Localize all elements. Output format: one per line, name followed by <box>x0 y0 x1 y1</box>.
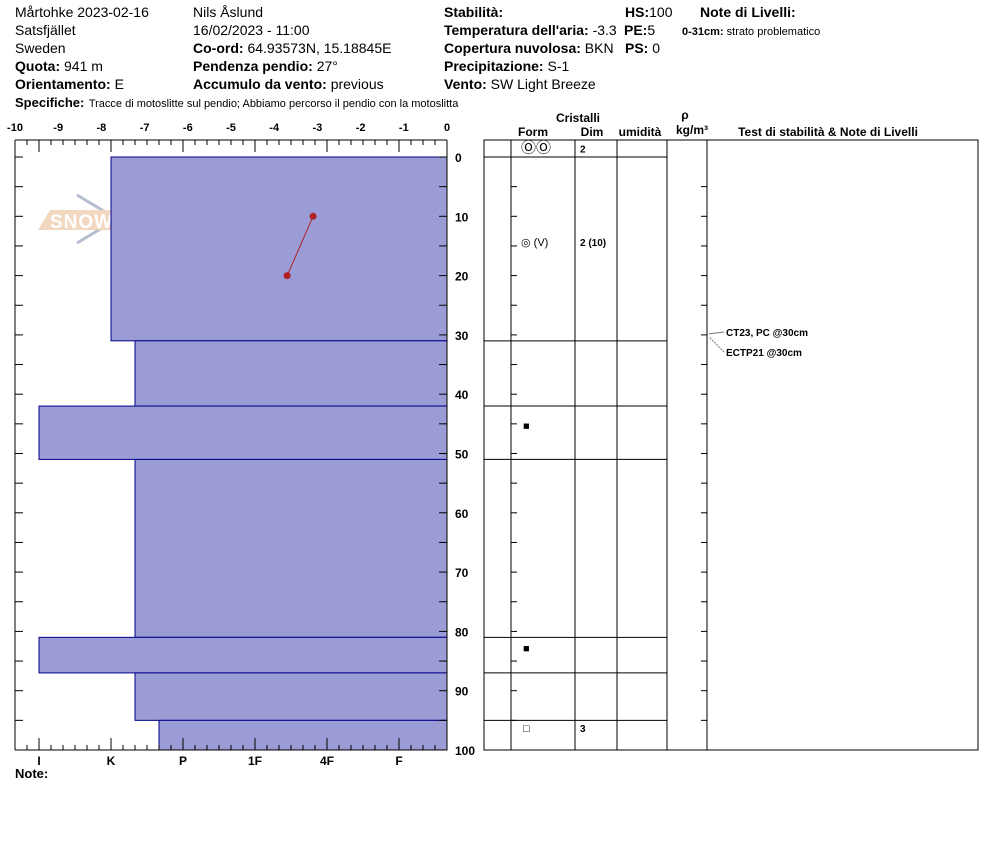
hardness-label-I: I <box>37 754 40 768</box>
grain-size-6: 3 <box>580 724 586 735</box>
temp-label: -1 <box>399 122 409 134</box>
hardness-temperature-chart: I K P 1F 4F F-10 -9 -8 -7 -6 -5 -4 -3 -2 -1 00102030405… <box>7 122 475 768</box>
header-col2: Nils Åslund 16/02/2023 - 11:00 Co-ord: 6… <box>193 4 391 92</box>
location-date: Mårtohke 2023-02-16 <box>15 4 149 20</box>
pe: PE:5 <box>624 22 655 38</box>
test-note-0: CT23, PC @30cm <box>726 328 808 339</box>
pendenza: Pendenza pendio: 27° <box>193 58 338 74</box>
grain-size-surface: 2 <box>580 145 586 156</box>
hardness-label-P: P <box>179 754 187 768</box>
grain-form-2: ■ <box>523 421 530 433</box>
temp-label: -7 <box>140 122 150 134</box>
orientamento: Orientamento: E <box>15 76 124 92</box>
test-arrow <box>708 331 725 335</box>
temp-label: -3 <box>313 122 323 134</box>
site: Satsfjället <box>15 22 76 38</box>
depth-label: 70 <box>455 566 469 580</box>
depth-label: 40 <box>455 388 469 402</box>
datetime: 16/02/2023 - 11:00 <box>193 22 310 38</box>
temperature-point <box>309 212 317 220</box>
header-tests: Test di stabilità & Note di Livelli <box>738 125 918 139</box>
temp-label: -10 <box>7 122 23 134</box>
temp-label: -4 <box>269 122 280 134</box>
depth-label: 30 <box>455 329 469 343</box>
header-density-unit: kg/m³ <box>676 123 708 137</box>
header-umidita: umidità <box>619 125 662 139</box>
depth-label: 10 <box>455 210 469 224</box>
header-cristalli: Cristalli <box>556 111 600 125</box>
temperature-point <box>283 272 291 280</box>
temperatura: Temperatura dell'aria: -3.3 <box>444 22 617 38</box>
temp-label: -6 <box>183 122 193 134</box>
header-col3: Stabilità: Temperatura dell'aria: -3.3 C… <box>444 4 820 92</box>
test-arrow <box>708 336 725 353</box>
vento: Vento: SW Light Breeze <box>444 76 596 92</box>
grain-form-surface: ⓄⓄ <box>521 140 551 157</box>
depth-label: 50 <box>455 448 469 462</box>
note-label: Note: <box>15 766 48 781</box>
coord: Co-ord: 64.93573N, 15.18845E <box>193 40 391 56</box>
note-livelli-entry: 0-31cm: strato problematico <box>682 26 820 38</box>
test-note-1: ECTP21 @30cm <box>726 348 802 359</box>
temp-label: -9 <box>53 122 63 134</box>
header-col1: Mårtohke 2023-02-16 Satsfjället Sweden Q… <box>15 4 149 92</box>
depth-label: 20 <box>455 270 469 284</box>
stabilita: Stabilità: <box>444 4 503 20</box>
header-form: Form <box>518 125 548 139</box>
layer-bar-4 <box>38 636 448 674</box>
temperature-line <box>286 216 314 276</box>
hardness-label-F: F <box>395 754 402 768</box>
temp-label: -5 <box>226 122 236 134</box>
hardness-label-4F: 4F <box>320 754 334 768</box>
layer-bar-0 <box>110 156 448 342</box>
table-headers: Cristalli Form Dim umidità ρ kg/m³ Test … <box>518 108 918 139</box>
quota: Quota: 941 m <box>15 58 103 74</box>
depth-label: 60 <box>455 507 469 521</box>
depth-label: 100 <box>455 744 475 758</box>
table-frame <box>483 139 979 751</box>
grain-size-0: 2 (10) <box>580 238 606 249</box>
hardness-label-K: K <box>107 754 116 768</box>
specifiche: Specifiche: Tracce di motoslitte sul pen… <box>15 94 459 111</box>
layer-bar-1 <box>134 340 448 407</box>
depth-label: 0 <box>455 151 462 165</box>
accumulo: Accumulo da vento: previous <box>193 76 384 92</box>
ps: PS: 0 <box>625 40 660 56</box>
depth-label: 90 <box>455 685 469 699</box>
note-livelli-title: Note di Livelli: <box>700 4 796 20</box>
hardness-label-1F: 1F <box>248 754 262 768</box>
copertura: Copertura nuvolosa: BKN <box>444 40 614 56</box>
observer: Nils Åslund <box>193 4 263 20</box>
precipitazione: Precipitazione: S-1 <box>444 58 569 74</box>
hs: HS:100 <box>625 4 673 20</box>
layer-bar-3 <box>134 458 448 638</box>
layer-bar-5 <box>134 672 448 721</box>
grain-form-0: ◎ (V) <box>521 237 548 249</box>
temp-label: -2 <box>356 122 366 134</box>
header-rho: ρ <box>681 108 688 122</box>
grain-form-6: □ <box>523 723 530 735</box>
depth-label: 80 <box>455 625 469 639</box>
layer-bar-2 <box>38 405 448 460</box>
temp-label: -8 <box>97 122 107 134</box>
grain-form-4: ■ <box>523 643 530 655</box>
country: Sweden <box>15 40 66 56</box>
temp-label: 0 <box>444 122 450 134</box>
crystal-table: ⓄⓄ 2 ◎ (V) 2 (10) ■ ■ □ 3 CT23, PC @30cm ECTP21 @… <box>483 139 979 751</box>
header-dim: Dim <box>581 125 604 139</box>
